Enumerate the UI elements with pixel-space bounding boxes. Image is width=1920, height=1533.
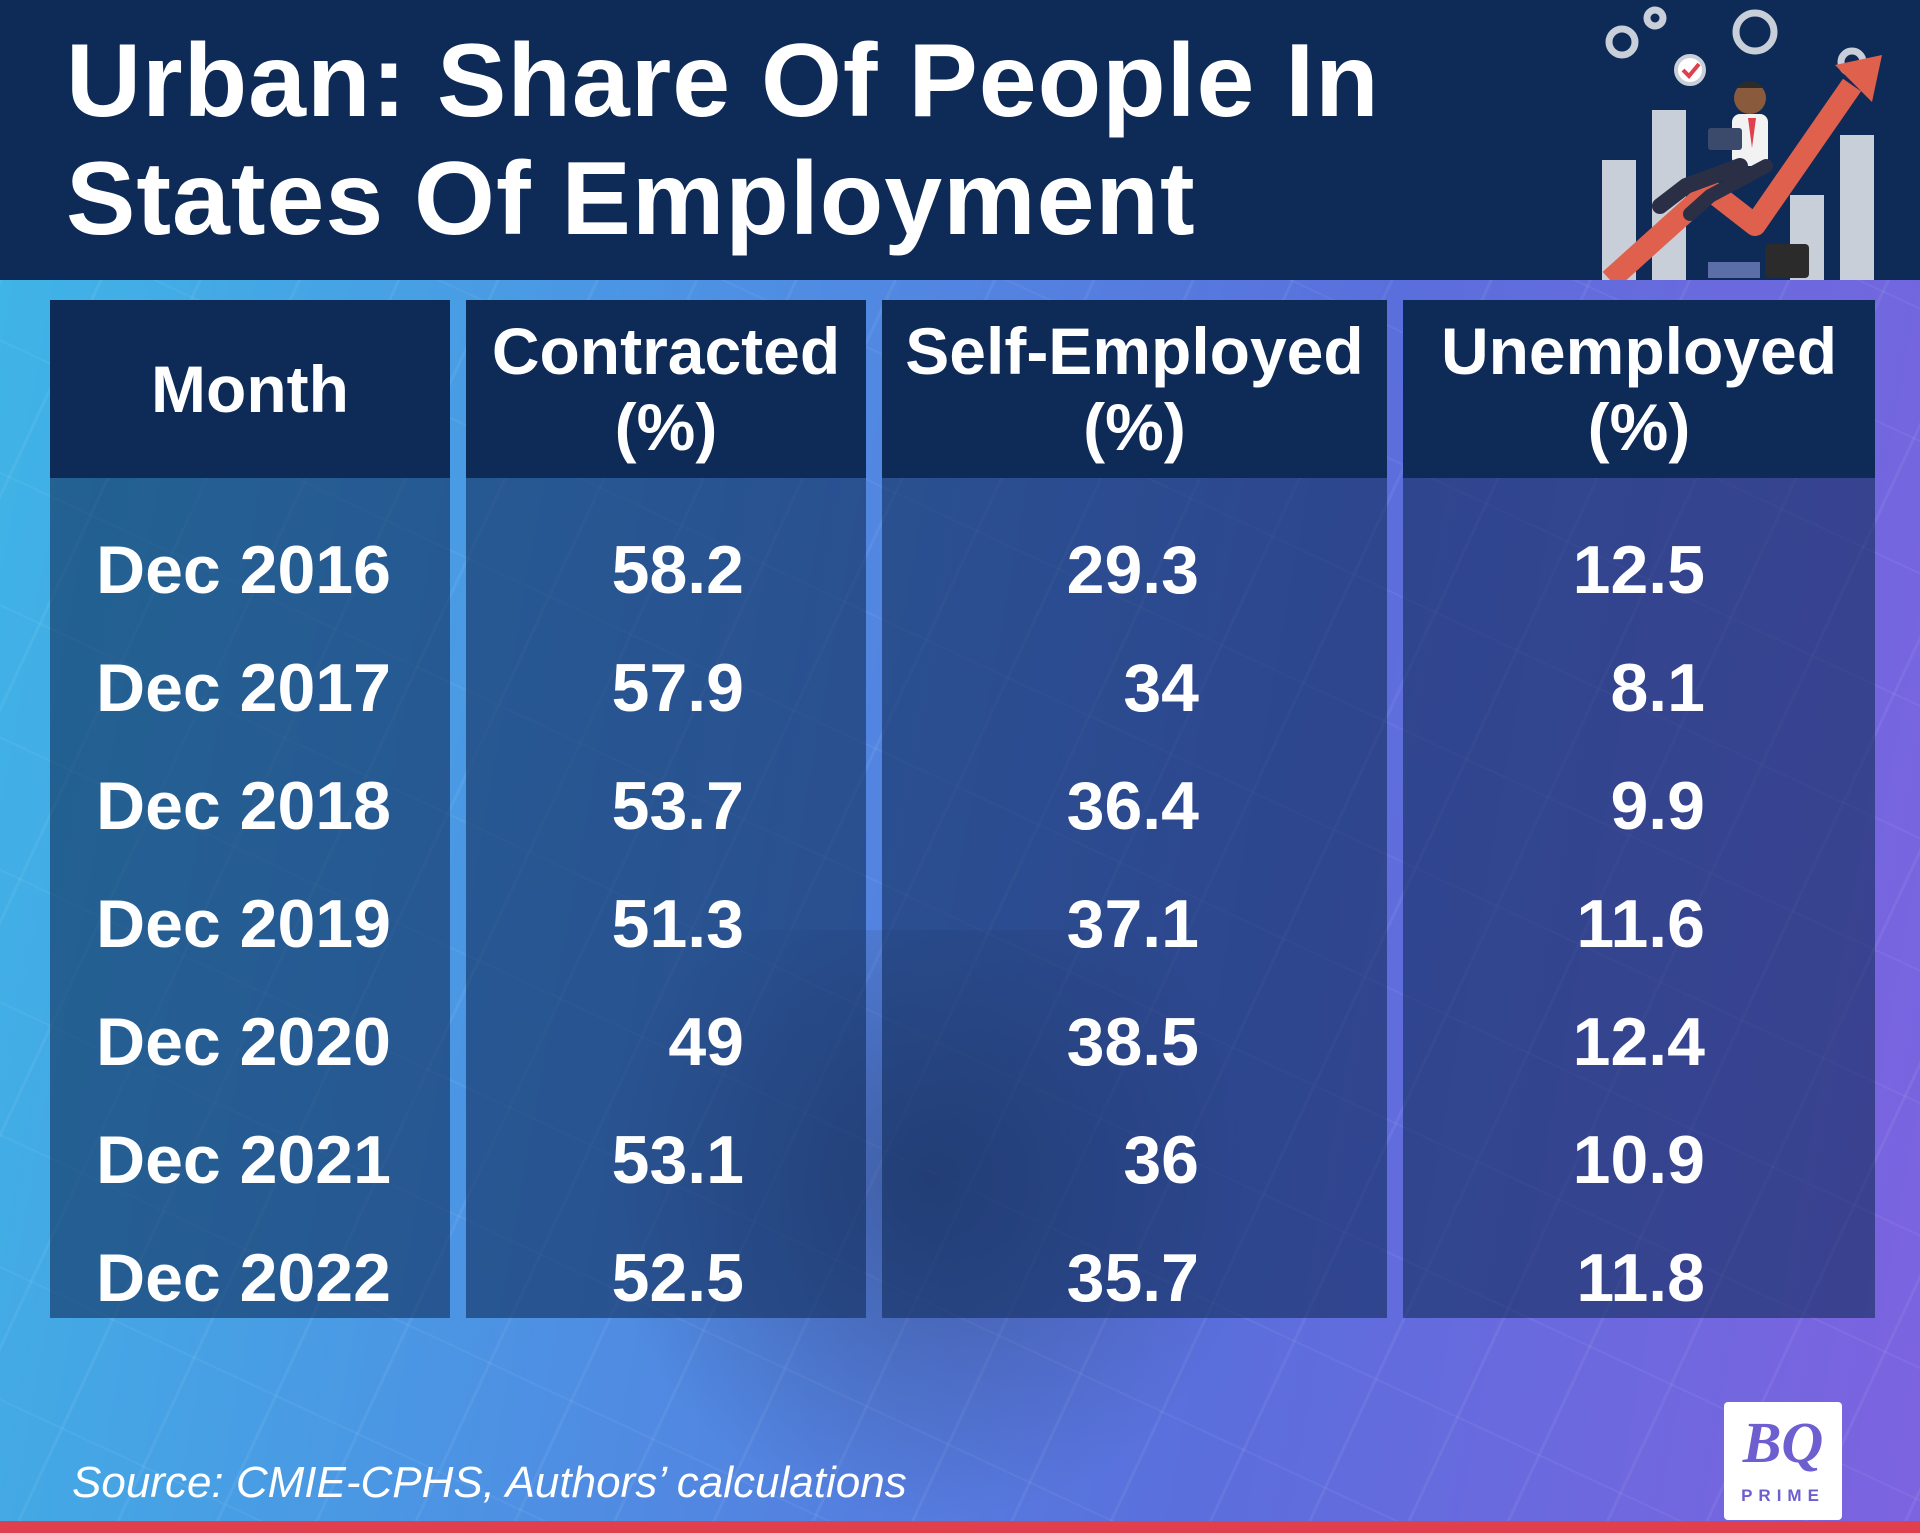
table-cell-value: 58.2 xyxy=(611,532,744,608)
column-header: Month xyxy=(50,300,450,478)
column-body xyxy=(882,478,1387,1318)
table-cell-month: Dec 2016 xyxy=(96,532,391,608)
bottom-accent-bar xyxy=(0,1521,1920,1533)
growth-illustration-icon xyxy=(1602,6,1882,280)
table-cell-value: 29.3 xyxy=(1066,532,1199,608)
table-cell-value: 37.1 xyxy=(1066,886,1199,962)
column-body xyxy=(1403,478,1875,1318)
table-cell-value: 11.8 xyxy=(1576,1240,1705,1316)
bq-prime-logo: BQ PRIME xyxy=(1724,1402,1842,1520)
table-cell-month: Dec 2022 xyxy=(96,1240,391,1316)
table-cell-value: 12.5 xyxy=(1572,532,1705,608)
page-title: Urban: Share Of People In States Of Empl… xyxy=(66,22,1586,258)
table-cell-value: 12.4 xyxy=(1572,1004,1705,1080)
title-line-2: States Of Employment xyxy=(66,141,1196,257)
header-line: Month xyxy=(151,352,349,426)
table-cell-value: 11.6 xyxy=(1576,886,1705,962)
table-cell-value: 52.5 xyxy=(611,1240,744,1316)
check-badge-icon xyxy=(1674,54,1706,86)
table-cell-value: 53.1 xyxy=(611,1122,744,1198)
logo-mark: BQ xyxy=(1742,1410,1824,1475)
gear-icon xyxy=(1605,25,1639,59)
table-cell-value: 49 xyxy=(668,1004,744,1080)
table-cell-value: 57.9 xyxy=(611,650,744,726)
header-line: Unemployed xyxy=(1440,314,1838,388)
table-cell-value: 38.5 xyxy=(1066,1004,1199,1080)
table-cell-month: Dec 2018 xyxy=(96,768,391,844)
gear-icon-small xyxy=(1643,6,1667,30)
briefcase-icon xyxy=(1765,244,1809,278)
gear-icon-large xyxy=(1732,9,1778,55)
businessman-icon xyxy=(1652,81,1773,221)
table-cell-value: 8.1 xyxy=(1610,650,1705,726)
table-cell-month: Dec 2019 xyxy=(96,886,391,962)
bar-icon-4 xyxy=(1840,135,1874,280)
table-cell-month: Dec 2020 xyxy=(96,1004,391,1080)
column-body xyxy=(466,478,866,1318)
title-banner: Urban: Share Of People In States Of Empl… xyxy=(0,0,1920,280)
table-cell-value: 34 xyxy=(1123,650,1199,726)
header-line: Self-Employed xyxy=(905,314,1364,388)
table-cell-value: 36.4 xyxy=(1066,768,1199,844)
table-cell-month: Dec 2017 xyxy=(96,650,391,726)
source-note: Source: CMIE-CPHS, Authors’ calculations xyxy=(72,1458,907,1507)
table-cell-value: 9.9 xyxy=(1610,768,1705,844)
table-cell-value: 36 xyxy=(1123,1122,1199,1198)
table-cell-month: Dec 2021 xyxy=(96,1122,391,1198)
column-body xyxy=(50,478,450,1318)
header-line: (%) xyxy=(1083,390,1186,464)
table-cell-value: 51.3 xyxy=(611,886,744,962)
logo-subtext: PRIME xyxy=(1741,1486,1825,1505)
rising-arrow-icon xyxy=(1602,78,1862,280)
column-header: Self-Employed (%) xyxy=(882,300,1387,478)
table-cell-value: 10.9 xyxy=(1572,1122,1705,1198)
binders-icon xyxy=(1708,262,1760,278)
header-line: Contracted xyxy=(491,314,841,388)
table-cell-value: 35.7 xyxy=(1066,1240,1199,1316)
table-cell-value: 53.7 xyxy=(611,768,744,844)
column-header: Unemployed (%) xyxy=(1403,300,1875,478)
title-line-1: Urban: Share Of People In xyxy=(66,23,1380,139)
header-line: (%) xyxy=(614,390,718,464)
header-line: (%) xyxy=(1587,390,1691,464)
column-header: Contracted (%) xyxy=(466,300,866,478)
